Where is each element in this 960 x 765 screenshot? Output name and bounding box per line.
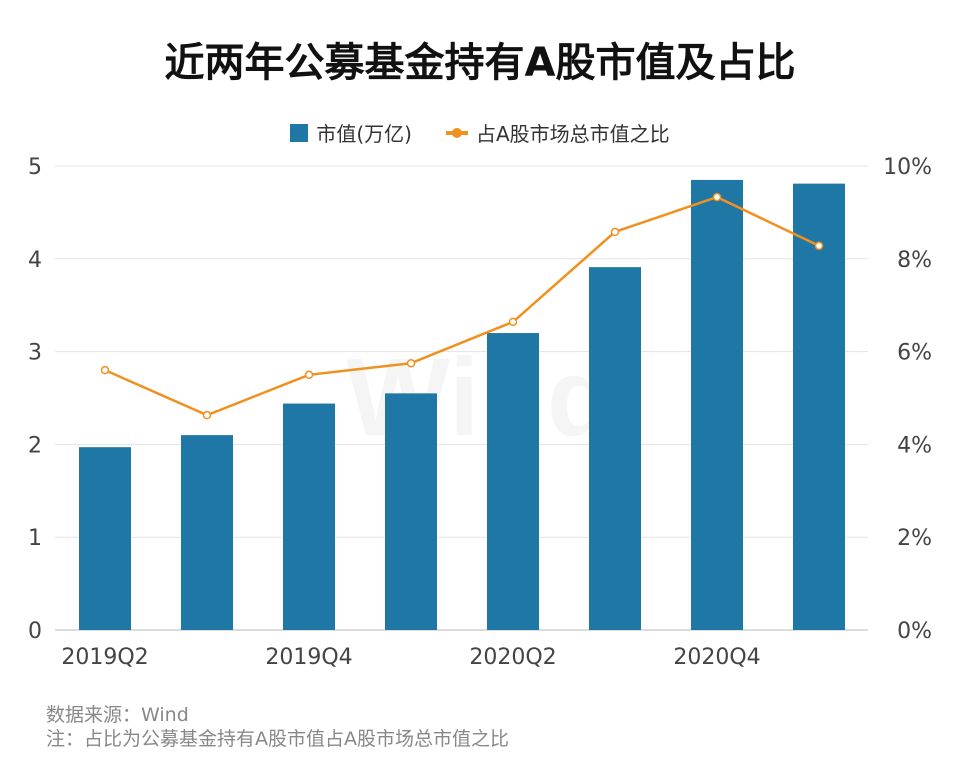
x-tick-label: 2019Q2 (61, 645, 148, 670)
legend-swatch-bar (290, 123, 309, 142)
y-left-tick-label: 1 (28, 526, 42, 551)
bar-2021Q1 (793, 183, 845, 630)
y-left-tick-label: 2 (28, 433, 42, 458)
ratio-point-2019Q2 (100, 365, 110, 375)
x-tick-label: 2020Q2 (469, 645, 556, 670)
legend: 市值(万亿) 占A股市场总市值之比 (0, 118, 960, 147)
ratio-point-2020Q3 (610, 227, 620, 237)
ratio-line (104, 195, 820, 417)
bar-2019Q4 (283, 403, 335, 630)
legend-item-market-value: 市值(万亿) (290, 118, 412, 147)
y-right-tick-label: 10% (883, 155, 932, 180)
legend-label: 市值(万亿) (316, 122, 412, 146)
ratio-point-2021Q1 (814, 241, 824, 251)
bar-2019Q2 (79, 447, 131, 630)
bar-2020Q1 (385, 393, 437, 630)
y-left-tick-label: 5 (28, 155, 42, 180)
y-left-tick-label: 4 (28, 248, 42, 273)
legend-item-ratio: 占A股市场总市值之比 (445, 118, 670, 147)
footnote: 注：占比为公募基金持有A股市值占A股市场总市值之比 (46, 728, 509, 750)
x-tick-label: 2019Q4 (265, 645, 352, 670)
ratio-point-2020Q2 (508, 317, 518, 327)
bar-2020Q2 (487, 333, 539, 630)
bar-2019Q3 (181, 435, 233, 630)
ratio-point-2020Q4 (712, 192, 722, 202)
y-right-tick-label: 2% (897, 526, 932, 551)
ratio-point-2019Q3 (202, 410, 212, 420)
legend-label: 占A股市场总市值之比 (475, 122, 670, 146)
y-right-tick-label: 8% (897, 248, 932, 273)
source-note: 数据来源：Wind (46, 704, 189, 726)
ratio-point-2020Q1 (406, 358, 416, 368)
ratio-point-2019Q4 (304, 370, 314, 380)
y-left-tick-label: 3 (28, 341, 42, 366)
bar-2020Q4 (691, 179, 743, 631)
y-right-tick-label: 6% (897, 341, 932, 366)
x-tick-label: 2020Q4 (673, 645, 760, 670)
y-right-tick-label: 0% (897, 619, 932, 644)
bar-2020Q3 (589, 267, 641, 630)
y-left-tick-label: 0 (28, 619, 42, 644)
legend-swatch-line (445, 127, 468, 138)
chart-title: 近两年公募基金持有A股市值及占比 (164, 40, 796, 86)
y-right-tick-label: 4% (897, 433, 932, 458)
